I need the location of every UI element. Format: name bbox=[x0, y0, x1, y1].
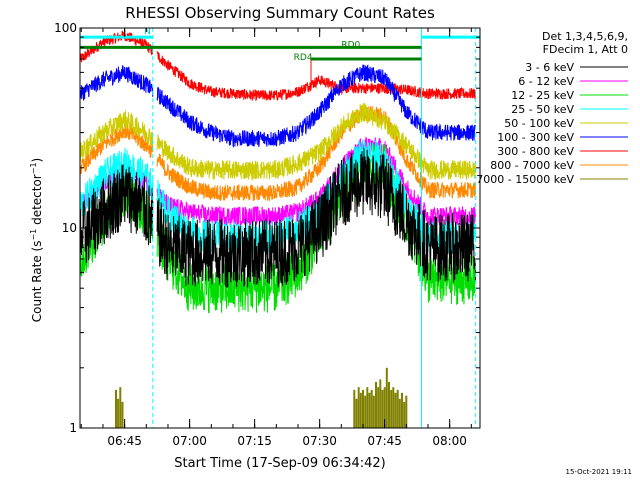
data-bar bbox=[115, 389, 117, 428]
data-bar bbox=[383, 387, 386, 428]
data-bar bbox=[394, 392, 397, 428]
axes: 1 10 100 06:45 07:00 07:15 07:30 07:45 08:00 bbox=[54, 21, 480, 448]
y-axis-label: Count Rate (s−1 detector−1) bbox=[29, 158, 44, 322]
legend-header: FDecim 1, Att 0 bbox=[543, 43, 628, 56]
series-trace bbox=[421, 86, 476, 100]
generation-timestamp: 15-Oct-2021 19:11 bbox=[566, 468, 632, 476]
data-bar bbox=[385, 367, 388, 428]
svg-text:Count Rate (s−1 detector−1): Count Rate (s−1 detector−1) bbox=[29, 158, 44, 322]
y-tick-label: 10 bbox=[62, 221, 77, 235]
data-bar bbox=[370, 389, 373, 428]
x-tick-label: 07:45 bbox=[367, 434, 402, 448]
data-bar bbox=[403, 401, 406, 428]
series-trace bbox=[421, 209, 476, 283]
data-bar bbox=[375, 381, 377, 428]
x-tick-label: 07:15 bbox=[237, 434, 272, 448]
series-trace bbox=[156, 64, 422, 148]
y-tick-label: 1 bbox=[69, 421, 77, 435]
data-bar bbox=[362, 389, 364, 428]
y-axis-label-exponent: −1 bbox=[29, 229, 38, 241]
data-bar bbox=[117, 398, 120, 428]
data-bar bbox=[119, 387, 122, 428]
chart-title: RHESSI Observing Summary Count Rates bbox=[125, 4, 435, 22]
data-bar bbox=[377, 387, 380, 428]
data-bar bbox=[390, 389, 393, 428]
data-bar bbox=[355, 398, 358, 428]
series-100-300keV-line bbox=[79, 64, 476, 148]
data-bar bbox=[368, 392, 371, 428]
legend-label: 50 - 100 keV bbox=[504, 117, 574, 130]
legend: Det 1,3,4,5,6,9, FDecim 1, Att 0 3 - 6 k… bbox=[476, 30, 628, 186]
data-bar bbox=[372, 395, 375, 428]
legend-header: Det 1,3,4,5,6,9, bbox=[542, 30, 628, 43]
series-trace bbox=[79, 110, 154, 162]
data-bar bbox=[381, 389, 384, 428]
data-bar bbox=[364, 395, 367, 428]
series-trace bbox=[156, 51, 422, 101]
y-axis-label-text: ) bbox=[30, 158, 44, 163]
series-7000-15000-kev-bars bbox=[115, 367, 408, 428]
data-bar bbox=[353, 389, 356, 428]
legend-label: 7000 - 15000 keV bbox=[476, 173, 574, 186]
x-tick-label: 07:00 bbox=[172, 434, 207, 448]
data-bar bbox=[379, 379, 382, 428]
data-bar bbox=[392, 387, 395, 428]
series-3-6keV-line bbox=[79, 148, 476, 288]
legend-label: 6 - 12 keV bbox=[518, 75, 574, 88]
legend-label: 800 - 7000 keV bbox=[490, 159, 574, 172]
y-tick-label: 100 bbox=[54, 21, 77, 35]
legend-label: 12 - 25 keV bbox=[511, 89, 574, 102]
y-axis-label-text: Count Rate (s bbox=[30, 241, 44, 323]
data-bar bbox=[398, 398, 401, 428]
legend-label: 100 - 300 keV bbox=[497, 131, 574, 144]
x-tick-label: 06:45 bbox=[107, 434, 142, 448]
data-bar bbox=[366, 387, 369, 428]
series-trace bbox=[156, 102, 422, 182]
data-bar bbox=[357, 387, 360, 428]
data-bar bbox=[121, 401, 124, 428]
y-axis-label-exponent: −1 bbox=[29, 162, 38, 174]
data-bar bbox=[396, 389, 399, 428]
annotation-label: RD0 bbox=[341, 41, 360, 51]
annotation-label: RD4 bbox=[294, 53, 313, 63]
y-axis-label-text: detector bbox=[30, 174, 44, 229]
x-tick-label: 08:00 bbox=[432, 434, 467, 448]
x-axis-label: Start Time (17-Sep-09 06:34:42) bbox=[174, 456, 385, 471]
legend-label: 300 - 800 keV bbox=[497, 145, 574, 158]
legend-label: 25 - 50 keV bbox=[511, 103, 574, 116]
series-trace bbox=[421, 176, 476, 199]
series-trace bbox=[156, 148, 422, 288]
annotation-label: N bbox=[144, 27, 151, 37]
series-trace bbox=[421, 120, 476, 141]
plot-area: N RD4 RD0 1 10 100 06:45 07:00 07:15 07:30 07:45 08… bbox=[54, 21, 481, 448]
data-bar bbox=[388, 381, 390, 428]
series-trace bbox=[421, 157, 476, 180]
series-trace bbox=[79, 65, 154, 101]
data-bar bbox=[405, 395, 408, 428]
series-50-100keV-line bbox=[79, 102, 476, 182]
data-bar bbox=[359, 392, 362, 428]
x-tick-label: 07:30 bbox=[302, 434, 337, 448]
series-trace bbox=[79, 164, 154, 263]
data-bar bbox=[401, 392, 403, 428]
legend-label: 3 - 6 keV bbox=[525, 61, 574, 74]
